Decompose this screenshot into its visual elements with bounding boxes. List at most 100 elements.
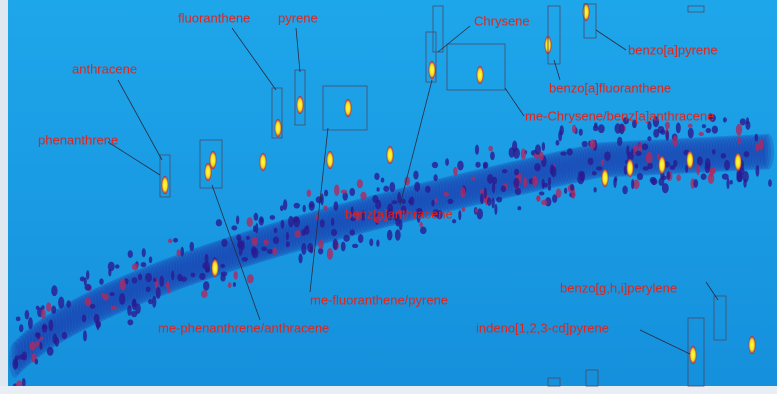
peak — [114, 264, 120, 269]
peak — [237, 241, 244, 249]
peak — [84, 297, 92, 307]
peak — [236, 234, 242, 241]
peak — [632, 119, 637, 129]
peak — [111, 278, 123, 315]
peak — [558, 149, 570, 186]
peak — [148, 256, 153, 264]
peak — [658, 156, 666, 174]
peak — [514, 187, 522, 196]
peak — [36, 332, 41, 340]
peak — [302, 204, 306, 213]
peak — [431, 161, 439, 169]
peak — [709, 114, 716, 123]
peak — [645, 151, 653, 164]
peak — [705, 128, 712, 134]
peak — [675, 137, 687, 174]
peak — [202, 281, 210, 291]
peak — [141, 248, 146, 258]
peak — [647, 136, 652, 142]
peak — [58, 296, 65, 309]
peak — [555, 150, 567, 187]
peak — [597, 124, 605, 134]
peak — [366, 195, 378, 232]
peak — [60, 303, 72, 340]
peak — [180, 246, 184, 257]
peak — [293, 202, 301, 209]
peak-label: indeno[1,2,3-cd]pyrene — [476, 320, 609, 335]
peak — [541, 141, 546, 151]
peak — [344, 99, 352, 117]
peak — [339, 202, 351, 239]
peak — [285, 241, 290, 248]
peak — [40, 309, 46, 319]
peak — [720, 153, 727, 159]
peak — [711, 125, 719, 134]
peak — [119, 293, 126, 305]
peak — [417, 209, 424, 216]
peak — [29, 341, 36, 351]
peak — [743, 151, 750, 158]
peak — [340, 189, 348, 194]
peak — [360, 191, 367, 200]
peak — [350, 216, 356, 222]
peak — [401, 198, 406, 205]
peak — [81, 314, 87, 323]
peak — [228, 234, 240, 271]
peak — [330, 217, 335, 226]
peak — [475, 161, 481, 168]
peak — [665, 130, 670, 142]
peak — [582, 3, 590, 21]
peak — [209, 151, 217, 169]
annotation-labels: fluoranthene pyrene Chrysene benzo[a]pyr… — [38, 10, 718, 335]
peak — [689, 346, 697, 364]
peak — [306, 189, 312, 197]
peak — [593, 187, 597, 193]
peak — [555, 140, 560, 146]
peak — [672, 135, 678, 147]
peak — [360, 196, 372, 233]
peak — [397, 209, 403, 215]
peak — [109, 292, 115, 297]
peak — [46, 346, 54, 356]
peak — [63, 301, 75, 338]
peak — [693, 179, 699, 188]
peak — [687, 123, 693, 128]
peak — [82, 330, 87, 342]
peak — [653, 128, 660, 138]
peak — [435, 177, 447, 214]
peak — [647, 121, 652, 130]
peak — [279, 205, 284, 212]
peak — [21, 378, 26, 388]
peak — [51, 285, 58, 297]
peak — [255, 222, 259, 234]
peak — [332, 238, 338, 251]
peak — [686, 151, 694, 169]
peak — [642, 166, 649, 171]
peak — [272, 236, 280, 245]
peak — [165, 281, 170, 289]
peak — [460, 186, 466, 198]
peak — [246, 217, 253, 227]
peak — [514, 168, 520, 176]
peak-label: benzo[a]pyrene — [628, 42, 718, 57]
peak — [476, 66, 484, 84]
peak — [127, 250, 133, 259]
peak — [131, 277, 138, 284]
peak — [581, 140, 588, 148]
peak — [541, 178, 545, 190]
peak — [349, 229, 356, 236]
peak — [263, 239, 269, 246]
peak — [127, 319, 134, 326]
peak — [661, 175, 667, 181]
peak — [323, 205, 328, 211]
peak — [274, 119, 282, 137]
peak — [614, 176, 618, 183]
peak — [712, 149, 716, 155]
peak — [709, 167, 716, 175]
peak — [432, 178, 444, 215]
peak — [631, 178, 635, 190]
peak — [652, 116, 660, 128]
peak — [604, 151, 611, 161]
peak — [386, 229, 393, 241]
